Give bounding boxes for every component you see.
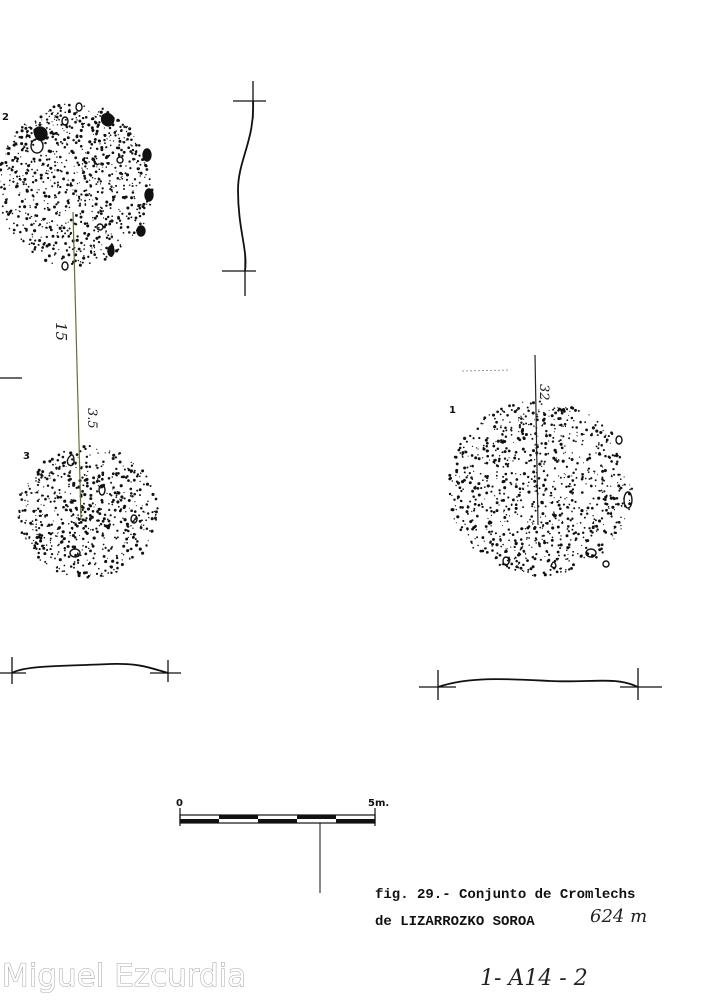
scale-bar [179, 808, 376, 893]
cromlech-1-profile [419, 668, 662, 700]
cromlech-2-stipple [0, 103, 154, 267]
distance-line-2-3 [72, 211, 82, 521]
cromlech-1-stones [502, 435, 633, 569]
archive-mark: 1- A14 - 2 [480, 966, 588, 991]
scale-end-label: 5m. [368, 798, 389, 809]
altitude-note: 624 m [590, 906, 647, 927]
scale-start-label: 0 [176, 798, 183, 809]
cromlech-2-stones [30, 102, 154, 271]
distance-label-32: 32 [536, 384, 551, 401]
watermark: Miguel Ezcurdia [2, 958, 246, 994]
distance-label-15: 15 [52, 322, 70, 341]
cromlech-1-label: 1 [449, 405, 456, 416]
caption-line-1: fig. 29.- Conjunto de Cromlechs [375, 887, 635, 903]
cromlech-2-label: 2 [2, 112, 9, 123]
cromlech-3-stones [66, 454, 138, 558]
cromlech-1-stipple [448, 400, 634, 577]
distance-line-1 [534, 354, 539, 526]
caption-line-2: de LIZARROZKO SOROA [375, 914, 535, 930]
cromlech-3-profile [0, 657, 181, 684]
cromlech-3-label: 3 [23, 451, 30, 462]
cromlech-3-stipple [17, 445, 159, 579]
cromlech-2-profile [222, 81, 266, 296]
distance-label-3-5: 3.5 [84, 408, 99, 429]
